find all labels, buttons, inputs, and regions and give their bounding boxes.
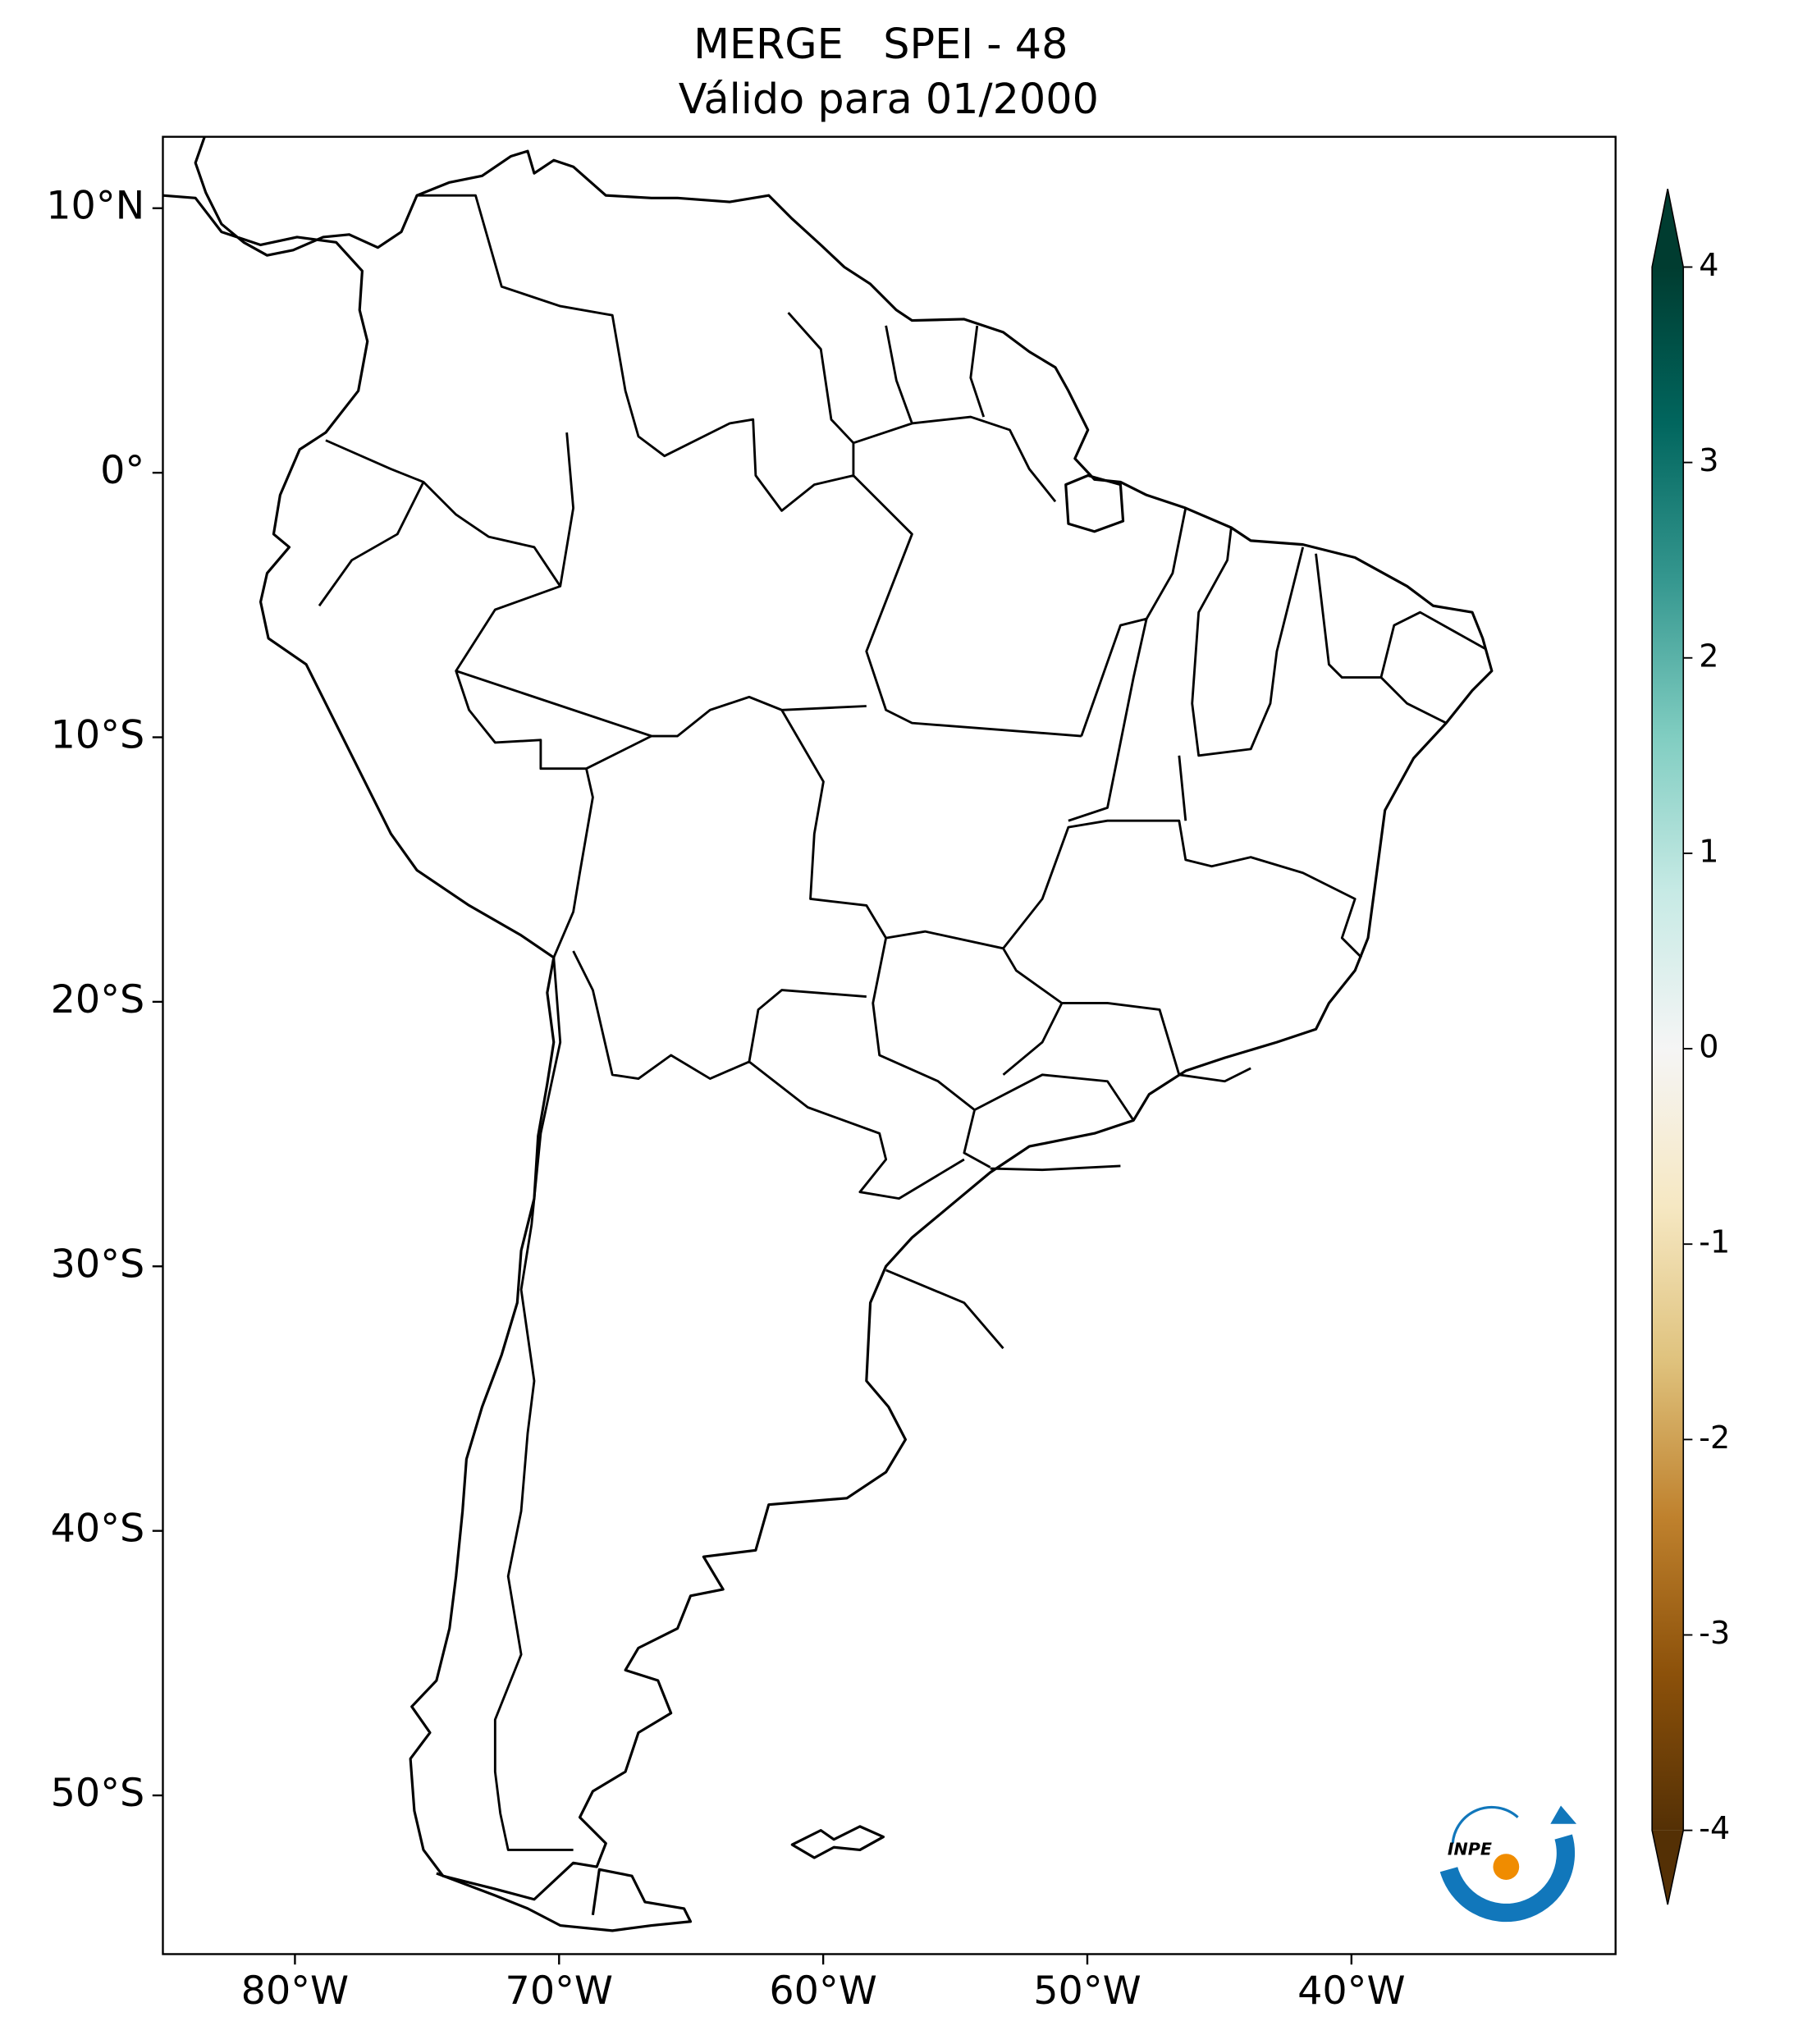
x-tick-label: 40°W xyxy=(1297,1969,1405,2014)
colorbar-tick-label: 3 xyxy=(1699,442,1718,478)
colorbar-tick-label: -3 xyxy=(1699,1615,1730,1651)
logo-dot xyxy=(1493,1854,1520,1880)
marajo xyxy=(1064,473,1125,533)
falklands xyxy=(790,1825,885,1859)
colorbar-extend-low xyxy=(1652,1830,1684,1905)
logo-arrow xyxy=(1550,1805,1577,1824)
coastline xyxy=(162,136,1494,1901)
colorbar-tick-label: 4 xyxy=(1699,247,1718,283)
colorbar-tick-label: -4 xyxy=(1699,1810,1730,1846)
colorbar-tick-label: 2 xyxy=(1699,638,1718,674)
logo-ring xyxy=(1451,1805,1519,1844)
y-tick-label: 30°S xyxy=(51,1241,145,1287)
colorbar xyxy=(1652,267,1684,1831)
land xyxy=(162,136,1494,1932)
y-tick-label: 10°S xyxy=(51,713,145,758)
colorbar-tick-label: -1 xyxy=(1699,1224,1730,1260)
colorbar-tick-label: 0 xyxy=(1699,1029,1718,1065)
logo-text: INPE xyxy=(1448,1839,1492,1859)
y-tick-label: 50°S xyxy=(51,1771,145,1816)
logo: INPE xyxy=(1439,1805,1577,1923)
y-tick-label: 40°S xyxy=(51,1507,145,1552)
colorbar-extend-high xyxy=(1652,189,1684,268)
borders xyxy=(318,194,1486,1851)
x-tick-label: 50°W xyxy=(1033,1969,1141,2014)
map-frame xyxy=(162,135,1617,1955)
x-tick-label: 60°W xyxy=(769,1969,876,2014)
tierra-del-fuego xyxy=(436,1868,693,1932)
colorbar-tick-label: -2 xyxy=(1699,1420,1730,1456)
y-tick-label: 10°N xyxy=(46,184,144,229)
colorbar-tick-label: 1 xyxy=(1699,833,1718,869)
y-tick-label: 20°S xyxy=(51,977,145,1022)
x-tick-label: 70°W xyxy=(506,1969,613,2014)
y-tick-label: 0° xyxy=(100,448,144,493)
title: MERGE SPEI - 48 xyxy=(693,20,1068,68)
subtitle: Válido para 01/2000 xyxy=(679,75,1099,123)
logo-arc xyxy=(1439,1834,1576,1923)
x-tick-label: 80°W xyxy=(241,1969,349,2014)
